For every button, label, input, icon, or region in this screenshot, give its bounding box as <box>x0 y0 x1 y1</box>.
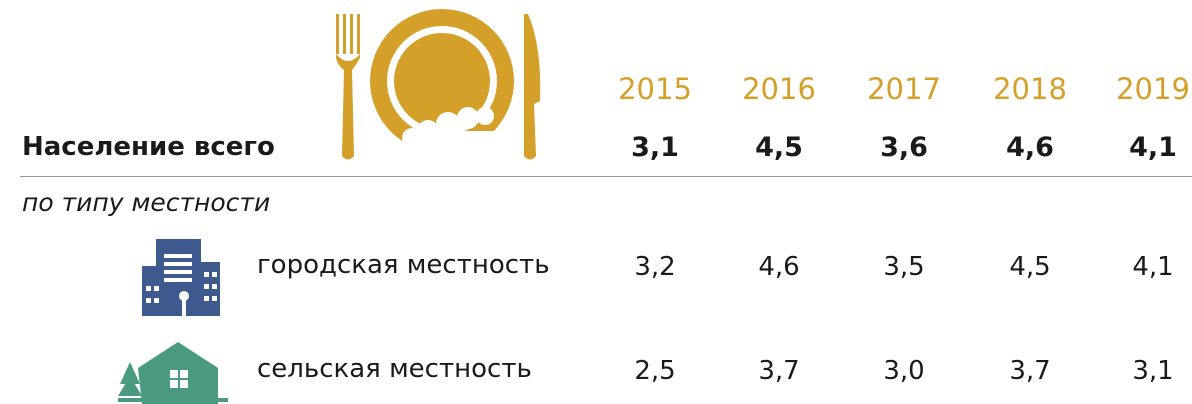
row-label: сельская местность <box>257 354 532 384</box>
house-icon <box>118 342 228 404</box>
total-value: 4,1 <box>1129 132 1177 163</box>
cell-value: 3,7 <box>758 356 800 386</box>
year-header: 2015 <box>618 72 692 106</box>
building-icon <box>142 239 220 316</box>
row-label: городская местность <box>257 250 550 280</box>
year-header: 2018 <box>993 72 1067 106</box>
year-header: 2019 <box>1116 72 1190 106</box>
plate-icon <box>336 9 541 171</box>
total-value: 4,6 <box>1006 132 1054 163</box>
cell-value: 3,5 <box>883 252 925 282</box>
total-value: 4,5 <box>755 132 803 163</box>
cell-value: 3,2 <box>634 252 676 282</box>
total-value: 3,6 <box>880 132 928 163</box>
cell-value: 3,1 <box>1132 356 1174 386</box>
cell-value: 2,5 <box>634 356 676 386</box>
year-header: 2016 <box>742 72 816 106</box>
cell-value: 4,6 <box>758 252 800 282</box>
total-value: 3,1 <box>631 132 679 163</box>
total-label: Население всего <box>22 132 275 162</box>
subtitle: по типу местности <box>22 188 271 217</box>
cell-value: 4,1 <box>1132 252 1174 282</box>
year-header: 2017 <box>867 72 941 106</box>
cell-value: 3,7 <box>1009 356 1051 386</box>
cell-value: 4,5 <box>1009 252 1051 282</box>
cell-value: 3,0 <box>883 356 925 386</box>
divider <box>20 176 1192 177</box>
